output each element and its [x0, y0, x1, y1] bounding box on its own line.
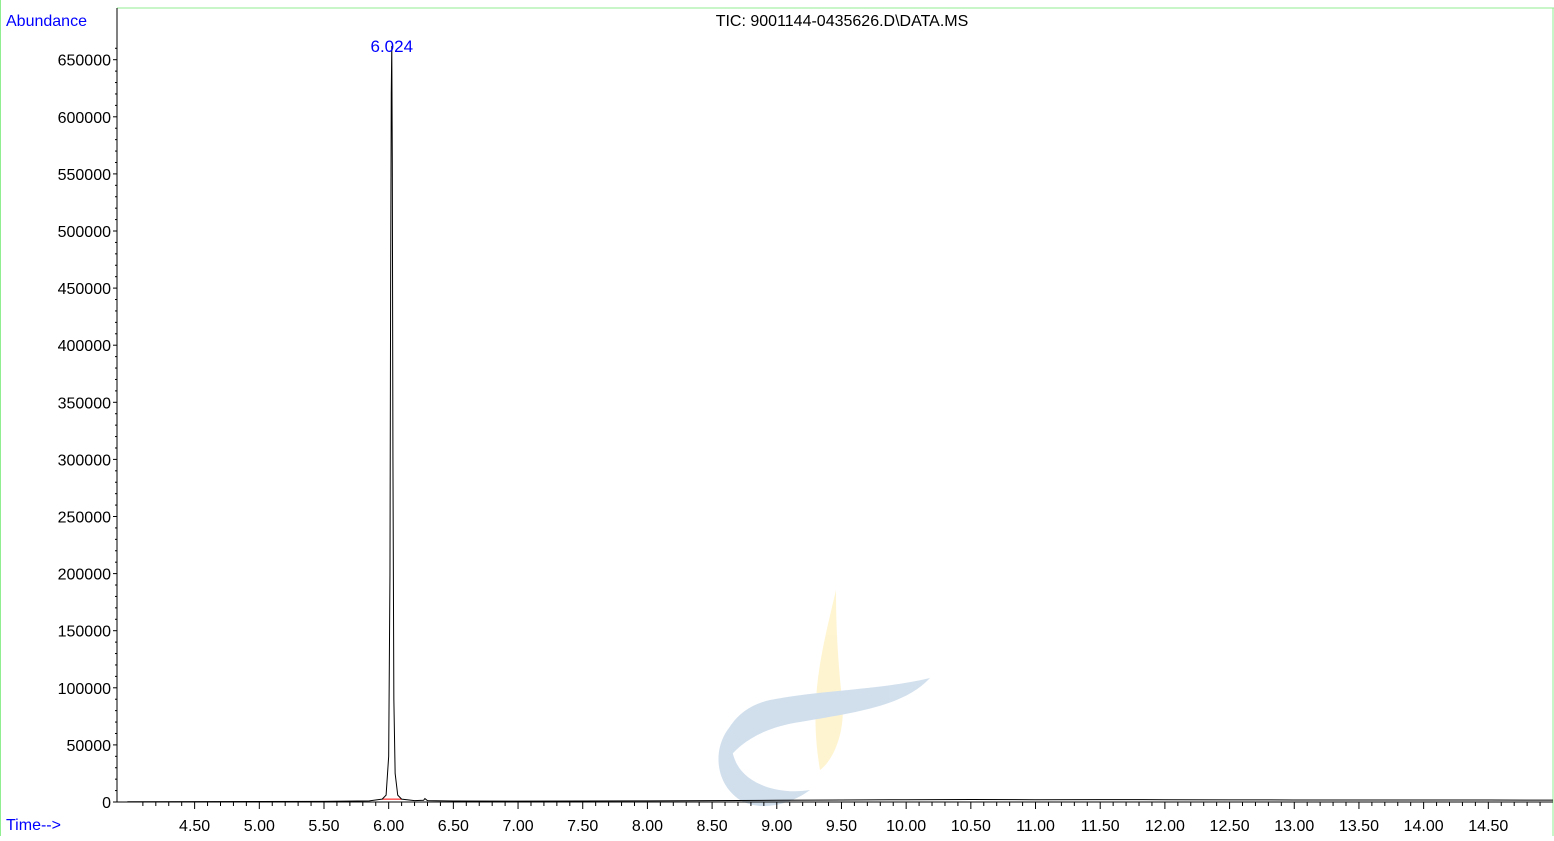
- x-tick-label: 14.50: [1468, 818, 1508, 835]
- x-tick-label: 12.50: [1210, 818, 1250, 835]
- x-tick-label: 6.50: [438, 818, 469, 835]
- y-tick-label: 50000: [67, 738, 112, 755]
- y-tick-label: 150000: [58, 624, 111, 641]
- x-tick-label: 8.00: [632, 818, 663, 835]
- y-axis-ticks: 0 50000 100000 150000 200000 250000 300000 3500…: [58, 47, 117, 812]
- y-tick-label: 450000: [58, 281, 111, 298]
- y-tick-label: 350000: [58, 395, 111, 412]
- x-tick-label: 10.50: [951, 818, 991, 835]
- x-tick-label: 11.00: [1016, 818, 1055, 835]
- x-tick-label: 5.00: [244, 818, 275, 835]
- x-tick-label: 4.50: [179, 818, 210, 835]
- y-tick-label: 0: [102, 795, 111, 812]
- watermark-diamond: [738, 744, 752, 760]
- y-tick-label: 200000: [58, 567, 111, 584]
- y-tick-label: 550000: [58, 167, 111, 184]
- y-tick-label: 500000: [58, 224, 111, 241]
- y-tick-label: 600000: [58, 110, 111, 127]
- y-axis-label: Abundance: [6, 13, 87, 30]
- x-tick-label: 13.50: [1339, 818, 1379, 835]
- x-tick-label: 5.50: [308, 818, 339, 835]
- watermark-wave: [719, 678, 930, 770]
- peak-label: 6.024: [371, 37, 414, 56]
- tic-trace-line: [127, 45, 1554, 803]
- y-tick-label: 250000: [58, 510, 111, 527]
- x-tick-label: 7.00: [502, 818, 533, 835]
- x-tick-label: 9.50: [826, 818, 857, 835]
- x-axis-label: Time-->: [6, 817, 61, 834]
- watermark-drop: [815, 590, 843, 770]
- x-tick-label: 9.00: [761, 818, 792, 835]
- x-tick-label: 13.00: [1274, 818, 1314, 835]
- y-tick-label: 400000: [58, 338, 111, 355]
- x-axis-ticks: 4.50 5.00 5.50 6.00 6.50 7.00 7.50 8.00 8.50 9.00…: [142, 802, 1541, 835]
- x-tick-label: 10.00: [886, 818, 926, 835]
- x-tick-label: 6.00: [373, 818, 404, 835]
- watermark-logo: [718, 590, 930, 807]
- watermark-crescent: [718, 716, 810, 807]
- x-tick-label: 14.00: [1404, 818, 1444, 835]
- y-tick-label: 300000: [58, 452, 111, 469]
- x-tick-label: 8.50: [697, 818, 728, 835]
- x-tick-label: 7.50: [567, 818, 598, 835]
- y-tick-label: 650000: [58, 53, 111, 70]
- chart-title: TIC: 9001144-0435626.D\DATA.MS: [716, 13, 969, 30]
- x-tick-label: 11.50: [1081, 818, 1120, 835]
- x-tick-label: 12.00: [1145, 818, 1185, 835]
- y-tick-label: 100000: [58, 681, 111, 698]
